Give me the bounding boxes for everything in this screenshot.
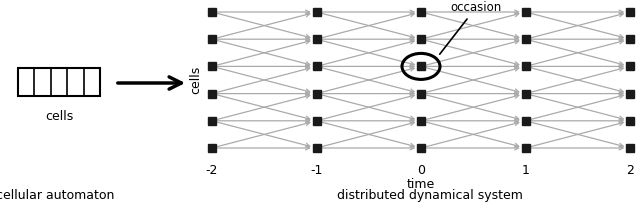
Bar (18, 68, 100, 96)
Text: cells: cells (45, 110, 73, 123)
Text: distributed dynamical system: distributed dynamical system (337, 189, 523, 202)
Text: time: time (407, 178, 435, 191)
Text: -2: -2 (206, 164, 218, 177)
Text: cellular automaton: cellular automaton (0, 189, 114, 202)
Text: cells: cells (189, 66, 202, 94)
Text: 2: 2 (626, 164, 634, 177)
Text: 0: 0 (417, 164, 425, 177)
Text: 1: 1 (522, 164, 529, 177)
Text: -1: -1 (310, 164, 323, 177)
Text: occasion: occasion (440, 1, 502, 54)
